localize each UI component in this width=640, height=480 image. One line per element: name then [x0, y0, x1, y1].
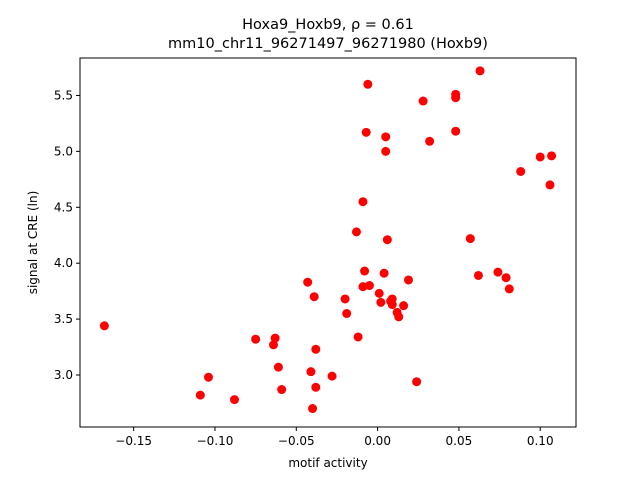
data-point-44 — [451, 126, 461, 136]
data-point-48 — [493, 267, 503, 277]
data-point-14 — [311, 382, 321, 392]
data-point-39 — [412, 377, 422, 387]
data-point-22 — [360, 266, 370, 276]
data-point-52 — [535, 152, 545, 162]
data-point-50 — [504, 284, 514, 294]
chart-title-line-2: mm10_chr11_96271497_96271980 (Hoxb9) — [168, 36, 488, 52]
data-point-20 — [358, 197, 368, 207]
data-point-18 — [351, 227, 361, 237]
data-point-30 — [381, 146, 391, 156]
x-axis-ticks: −0.15 −0.10 −0.05 0.00 0.05 0.10 — [115, 427, 554, 448]
data-point-13 — [311, 344, 321, 354]
data-point-28 — [379, 268, 389, 278]
data-point-0 — [99, 321, 109, 331]
x-axis-label: motif activity — [288, 456, 367, 470]
data-point-37 — [399, 301, 409, 311]
data-point-53 — [545, 180, 555, 190]
data-points — [99, 66, 557, 414]
data-point-51 — [516, 167, 526, 176]
data-point-9 — [303, 277, 313, 287]
data-point-15 — [327, 371, 337, 381]
data-point-43 — [451, 93, 461, 103]
data-point-17 — [342, 309, 352, 318]
data-point-7 — [273, 362, 283, 372]
data-point-41 — [425, 136, 435, 146]
data-point-27 — [376, 297, 386, 307]
plot-frame — [79, 57, 577, 428]
y-axis-ticks: 3.0 3.5 4.0 4.5 5.0 5.5 — [54, 88, 80, 382]
y-tick-label: 3.0 — [54, 368, 73, 382]
data-point-36 — [394, 312, 404, 322]
data-point-40 — [418, 96, 428, 106]
data-point-11 — [308, 404, 318, 414]
y-axis-label: signal at CRE (ln) — [26, 191, 40, 295]
data-point-54 — [547, 151, 557, 161]
data-point-49 — [501, 273, 511, 283]
data-point-3 — [229, 395, 239, 405]
y-tick-label: 4.5 — [54, 200, 73, 214]
data-point-25 — [364, 281, 374, 291]
y-tick-label: 3.5 — [54, 312, 73, 326]
y-tick-label: 4.0 — [54, 256, 73, 270]
data-point-16 — [340, 294, 350, 304]
data-point-4 — [251, 334, 261, 344]
data-point-1 — [195, 390, 205, 400]
data-point-8 — [277, 385, 287, 395]
data-point-23 — [361, 127, 371, 137]
data-point-12 — [309, 292, 319, 302]
x-tick-label: 0.10 — [527, 434, 554, 448]
data-point-2 — [203, 372, 213, 382]
data-point-46 — [473, 270, 483, 280]
data-point-38 — [404, 275, 413, 285]
data-point-47 — [475, 66, 485, 76]
data-point-34 — [387, 294, 397, 304]
data-point-5 — [269, 340, 279, 350]
x-tick-label: 0.05 — [446, 434, 473, 448]
data-point-31 — [382, 235, 392, 245]
data-point-45 — [465, 234, 475, 244]
data-point-26 — [374, 288, 384, 298]
data-point-29 — [381, 132, 391, 142]
data-point-19 — [353, 332, 363, 342]
data-point-24 — [363, 79, 373, 89]
x-tick-label: −0.05 — [278, 434, 315, 448]
x-tick-label: 0.00 — [364, 434, 391, 448]
x-tick-label: −0.15 — [115, 434, 152, 448]
data-point-6 — [270, 333, 280, 343]
data-point-10 — [306, 367, 316, 377]
chart-title-line-1: Hoxa9_Hoxb9, ρ = 0.61 — [242, 17, 414, 33]
y-tick-label: 5.5 — [54, 88, 73, 102]
y-tick-label: 5.0 — [54, 144, 73, 158]
x-tick-label: −0.10 — [197, 434, 234, 448]
